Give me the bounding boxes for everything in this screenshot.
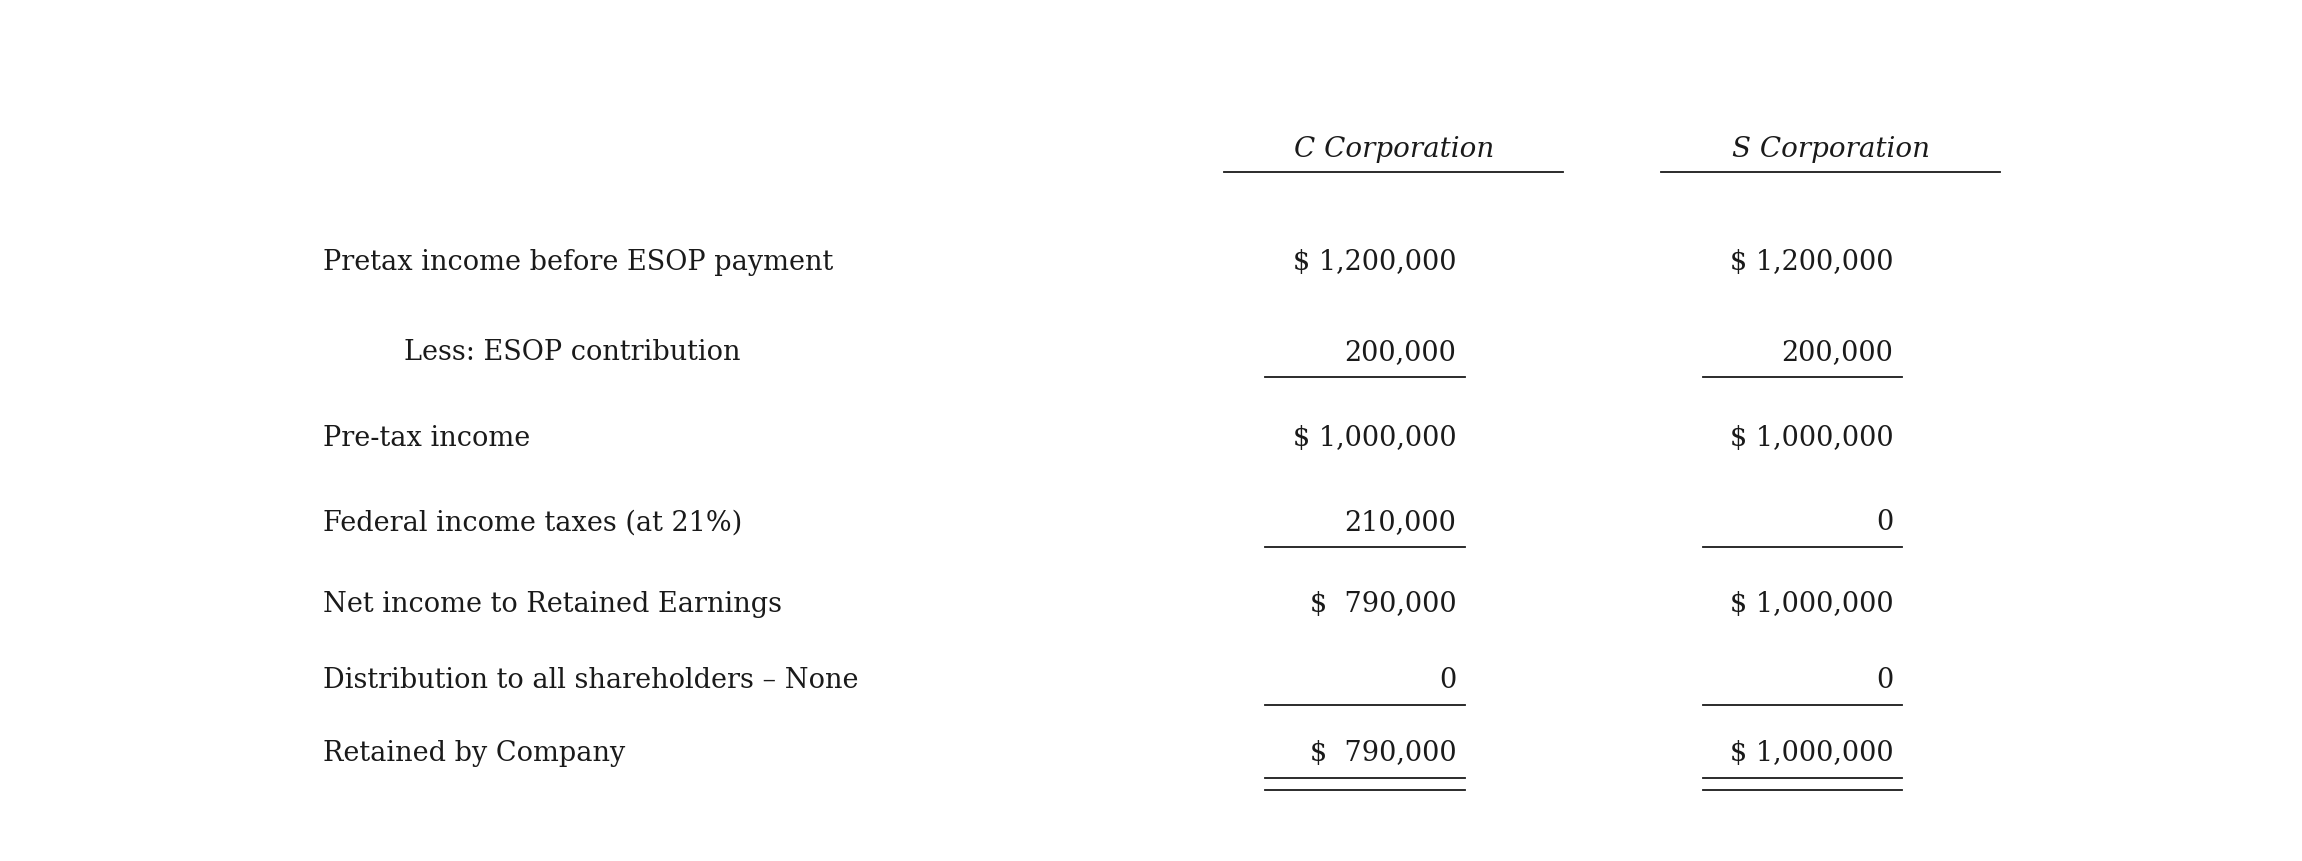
Text: 0: 0 xyxy=(1876,666,1892,694)
Text: 0: 0 xyxy=(1876,509,1892,536)
Text: $ 1,000,000: $ 1,000,000 xyxy=(1729,591,1892,617)
Text: $  790,000: $ 790,000 xyxy=(1310,740,1457,766)
Text: $ 1,000,000: $ 1,000,000 xyxy=(1729,424,1892,452)
Text: 0: 0 xyxy=(1439,666,1457,694)
Text: $ 1,000,000: $ 1,000,000 xyxy=(1294,424,1457,452)
Text: $  790,000: $ 790,000 xyxy=(1310,591,1457,617)
Text: 200,000: 200,000 xyxy=(1782,338,1892,365)
Text: Distribution to all shareholders – None: Distribution to all shareholders – None xyxy=(322,666,859,694)
Text: Pre-tax income: Pre-tax income xyxy=(322,424,532,452)
Text: Net income to Retained Earnings: Net income to Retained Earnings xyxy=(322,591,783,617)
Text: Federal income taxes (at 21%): Federal income taxes (at 21%) xyxy=(322,509,744,536)
Text: Pretax income before ESOP payment: Pretax income before ESOP payment xyxy=(322,249,833,276)
Text: S Corporation: S Corporation xyxy=(1731,136,1929,163)
Text: $ 1,200,000: $ 1,200,000 xyxy=(1294,249,1457,276)
Text: $ 1,200,000: $ 1,200,000 xyxy=(1729,249,1892,276)
Text: 200,000: 200,000 xyxy=(1344,338,1457,365)
Text: C Corporation: C Corporation xyxy=(1294,136,1494,163)
Text: Less: ESOP contribution: Less: ESOP contribution xyxy=(403,338,741,365)
Text: Retained by Company: Retained by Company xyxy=(322,740,626,766)
Text: 210,000: 210,000 xyxy=(1344,509,1457,536)
Text: $ 1,000,000: $ 1,000,000 xyxy=(1729,740,1892,766)
